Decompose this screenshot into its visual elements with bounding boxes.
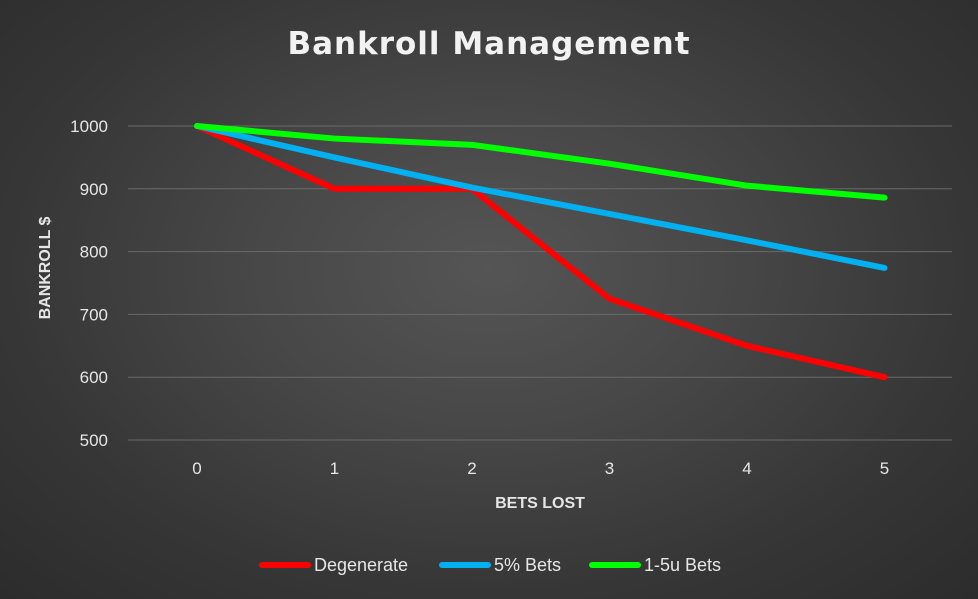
legend-label: 5% Bets	[494, 555, 561, 575]
legend-label: 1-5u Bets	[644, 555, 721, 575]
series-line-1-5u-bets	[194, 123, 888, 201]
y-tick-label: 500	[80, 431, 108, 450]
x-tick-label: 4	[742, 459, 751, 478]
legend: Degenerate 5% Bets 1-5u Bets	[259, 555, 721, 575]
x-tick-label: 3	[605, 459, 614, 478]
gridlines	[128, 125, 952, 441]
y-tick-label: 600	[80, 368, 108, 387]
x-axis-tick-labels: 0 1 2 3 4 5	[192, 459, 889, 478]
y-tick-label: 900	[80, 180, 108, 199]
x-tick-label: 5	[880, 459, 889, 478]
y-tick-label: 700	[80, 305, 108, 324]
x-tick-label: 2	[467, 459, 476, 478]
series-lines	[194, 123, 888, 381]
y-tick-label: 800	[80, 243, 108, 262]
y-axis-tick-labels: 1000 900 800 700 600 500	[70, 117, 108, 450]
x-tick-label: 0	[192, 459, 201, 478]
legend-label: Degenerate	[314, 555, 408, 575]
series-line-degenerate	[194, 123, 888, 381]
chart-title: Bankroll Management	[287, 26, 690, 62]
y-axis-title: BANKROLL $	[37, 216, 54, 319]
x-axis-title: BETS LOST	[495, 495, 585, 512]
y-tick-label: 1000	[70, 117, 108, 136]
x-tick-label: 1	[330, 459, 339, 478]
series-line-5-bets	[194, 123, 888, 271]
